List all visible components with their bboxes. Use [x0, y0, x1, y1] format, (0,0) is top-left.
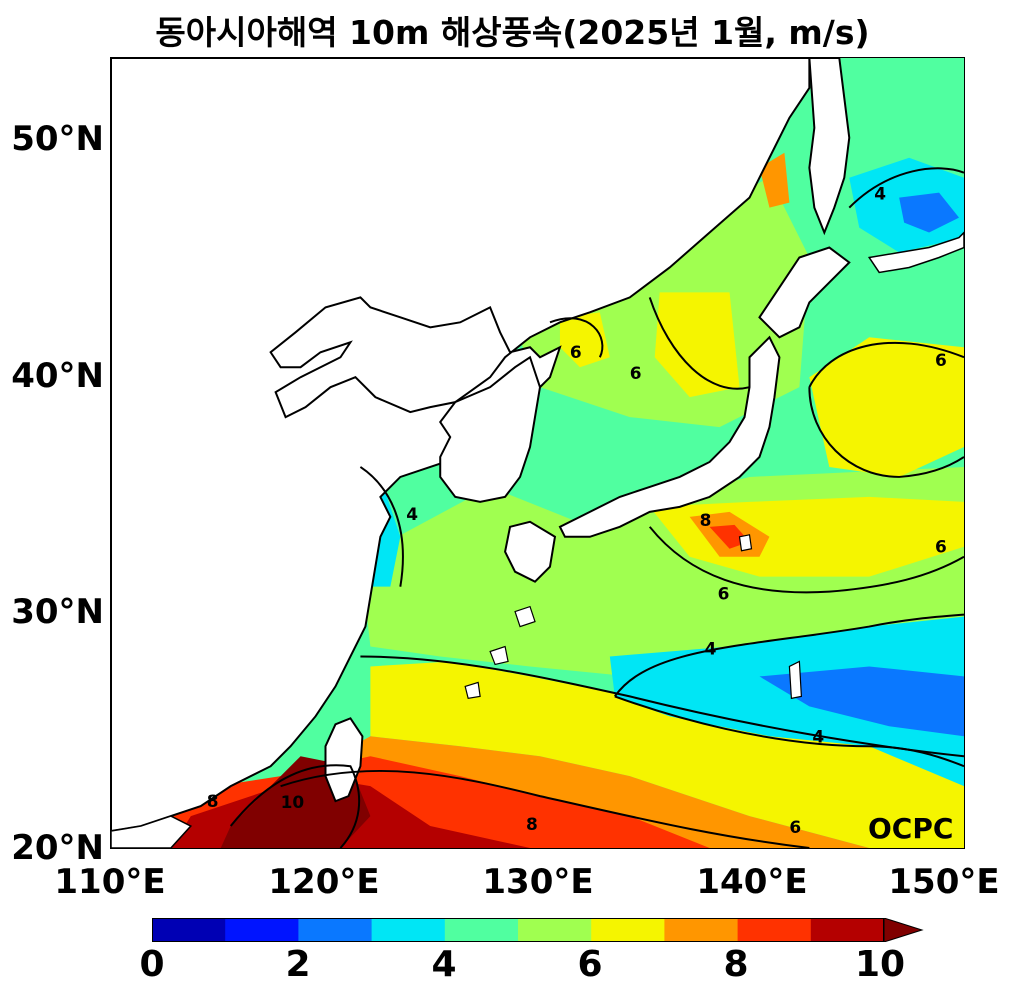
colorbar: [152, 918, 924, 942]
lat-tick-50: 50°N: [11, 119, 104, 159]
contour-6-japan-sea: [549, 317, 604, 358]
colorbar-frame: [152, 918, 884, 942]
wind-speed-map: 4 4 4 4 6 6 6 6 6 6 8 8 8 10: [110, 57, 965, 849]
contour-4-pacific: [614, 613, 964, 697]
colorbar-bin-4: [444, 918, 519, 942]
contour-label-8-west: 8: [207, 791, 219, 811]
colorbar-bin-7: [664, 918, 739, 942]
field-band-2-3-pacific: [759, 666, 964, 737]
contour-6-east: [808, 341, 964, 388]
lon-tick-150: 150°E: [888, 862, 1000, 902]
contour-10-south: [229, 764, 361, 848]
land-izu-islands: [738, 534, 803, 700]
contour-6-mid: [648, 526, 964, 594]
lat-tick-20: 20°N: [11, 828, 104, 868]
colorbar-tick-2: 2: [285, 944, 311, 985]
colorbar-tick-8: 8: [723, 944, 749, 985]
contour-6-south: [360, 655, 964, 758]
credit-label: OCPC: [868, 812, 954, 845]
lon-tick-140: 140°E: [696, 862, 808, 902]
colorbar-bin-2: [298, 918, 373, 942]
colorbar-bin-3: [371, 918, 446, 942]
lon-tick-110: 110°E: [54, 862, 166, 902]
lon-tick-120: 120°E: [268, 862, 380, 902]
contour-4-okhotsk: [848, 167, 964, 209]
contour-label-4-okhotsk: 4: [874, 184, 886, 204]
contour-label-6-japan-sea-2: 6: [630, 363, 642, 383]
map-title: 동아시아해역 10m 해상풍속(2025년 1월, m/s): [155, 13, 870, 52]
field-band-9-10-japan: [709, 524, 750, 549]
colorbar-tick-4: 4: [431, 944, 457, 985]
contour-label-6-east-upper: 6: [935, 350, 947, 370]
lon-tick-130: 130°E: [482, 862, 594, 902]
land-kamchatka-kurils: [867, 231, 964, 274]
colorbar-tick-0: 0: [139, 944, 165, 985]
field-band-2-3-okhotsk: [899, 192, 960, 233]
colorbar-extend-arrow: [883, 918, 924, 942]
land-taiwan: [324, 717, 364, 803]
colorbar-bin-5: [518, 918, 592, 942]
land-japan-kyushu: [504, 520, 557, 583]
field-band-7-8-south: [370, 661, 964, 848]
colorbar-bin-1: [225, 918, 299, 942]
contour-label-10-south: 10: [281, 792, 305, 812]
colorbar-tick-6: 6: [577, 944, 603, 985]
land-ryukyu-islands: [464, 605, 536, 700]
land-hainan-coast: [111, 815, 193, 848]
lat-tick-40: 40°N: [11, 356, 104, 396]
field-band-7-8-east: [809, 337, 964, 477]
contour-label-8-south: 8: [526, 814, 538, 834]
contour-label-6-south: 6: [789, 817, 801, 837]
field-band-8-9-tatar: [759, 152, 790, 208]
colorbar-tick-10: 10: [854, 944, 906, 985]
contour-8-south: [280, 769, 810, 848]
contour-label-4-pacific: 4: [705, 638, 717, 658]
land-sakhalin: [808, 58, 851, 236]
land-japan-hokkaido: [758, 246, 851, 339]
contour-lines: [229, 167, 964, 848]
contour-label-4-yellow-sea: 4: [406, 504, 418, 524]
contour-4-yellow-sea: [359, 466, 404, 587]
colorbar-bin-6: [591, 918, 665, 942]
field-band-3-4-pacific: [609, 616, 964, 787]
map-canvas: 4 4 4 4 6 6 6 6 6 6 8 8 8 10: [111, 58, 964, 848]
colorbar-bin-8: [737, 918, 812, 942]
contour-label-6-east: 6: [935, 537, 947, 557]
contour-label-8-japan: 8: [700, 510, 712, 530]
colorbar-bin-0: [152, 918, 226, 942]
land-japan-honshu: [558, 335, 781, 538]
contour-label-6-japan-sea: 6: [570, 342, 582, 362]
lat-tick-30: 30°N: [11, 592, 104, 632]
contour-6-japan-sea-2: [648, 297, 750, 390]
contour-6-east-lower: [808, 387, 964, 478]
land-korean-peninsula: [439, 355, 542, 503]
colorbar-bin-9: [810, 918, 885, 942]
contour-4-pacific-lower: [614, 695, 964, 768]
contour-label-6-mid: 6: [718, 584, 730, 604]
contour-label-4-pacific-lower: 4: [812, 726, 824, 746]
